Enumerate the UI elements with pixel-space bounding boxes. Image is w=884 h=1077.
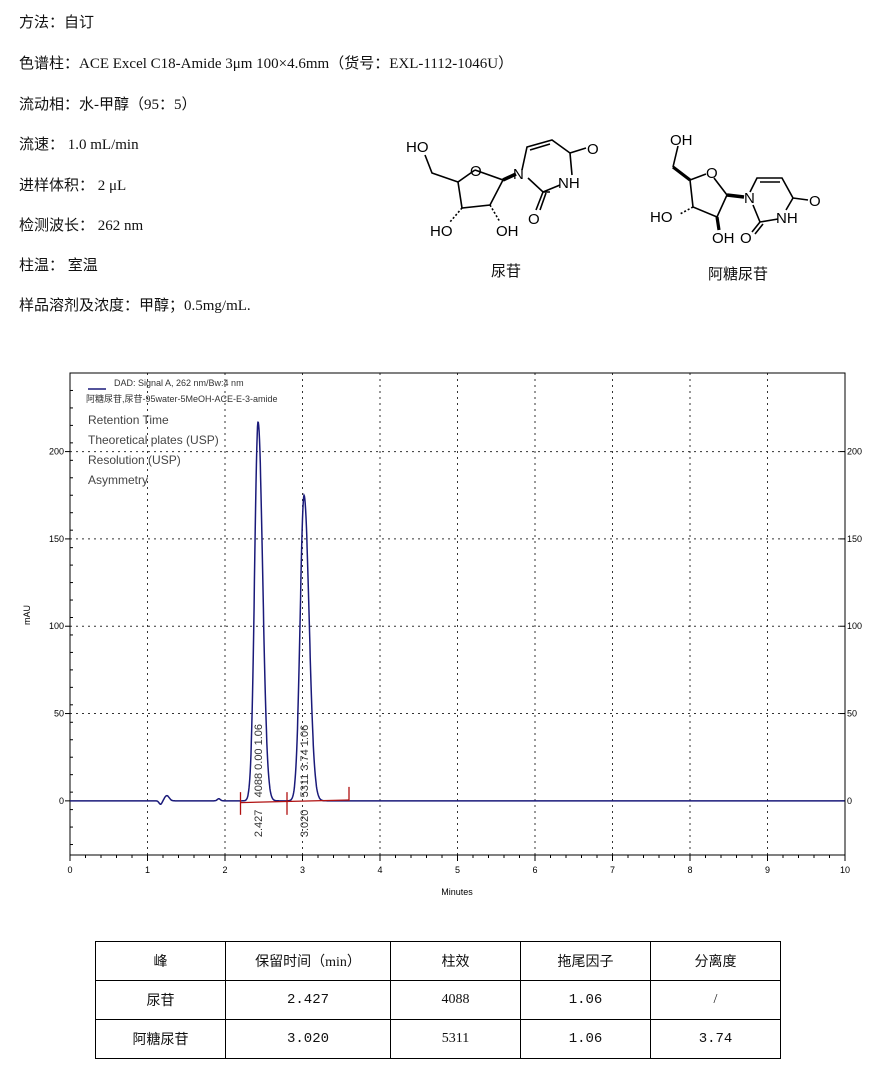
annotation-plates: Theoretical plates (USP) <box>88 433 219 447</box>
sample-solvent: 样品溶剂及浓度：甲醇；0.5mg/mL. <box>19 298 251 314</box>
mobile-phase: 流动相：水-甲醇（95：5） <box>19 97 197 113</box>
y-tick-label: 50 <box>54 709 64 719</box>
y-axis-label: mAU <box>22 605 32 625</box>
svg-text:NH: NH <box>776 210 798 227</box>
svg-text:OH: OH <box>496 223 519 240</box>
svg-text:O: O <box>587 141 599 158</box>
cell-tailing: 1.06 <box>520 1019 651 1059</box>
results-table: 峰 保留时间（min） 柱效 拖尾因子 分离度 尿苷 2.427 4088 1.… <box>95 941 781 1059</box>
x-tick-label: 1 <box>145 865 150 875</box>
x-tick-label: 4 <box>377 865 382 875</box>
table-header-row: 峰 保留时间（min） 柱效 拖尾因子 分离度 <box>95 941 781 981</box>
x-tick-label: 9 <box>765 865 770 875</box>
x-tick-label: 2 <box>222 865 227 875</box>
signal-trace <box>70 421 845 805</box>
header-plates: 柱效 <box>390 941 521 981</box>
table-row: 尿苷 2.427 4088 1.06 / <box>95 980 781 1020</box>
injection-volume: 进样体积： 2 μL <box>19 178 127 194</box>
header-resolution: 分离度 <box>650 941 781 981</box>
header-peak: 峰 <box>95 941 226 981</box>
x-tick-label: 7 <box>610 865 615 875</box>
svg-text:O: O <box>470 163 482 180</box>
legend-line2: 阿糖尿苷,尿苷-95water-5MeOH-ACE-E-3-amide <box>86 393 278 404</box>
uridine-structure: HO O HO OH N O NH O <box>406 139 599 240</box>
y-tick-label: 100 <box>49 621 64 631</box>
integration-marks <box>239 786 350 815</box>
column-temperature: 柱温： 室温 <box>19 258 98 274</box>
right-y-tick-label: 150 <box>847 534 862 544</box>
x-tick-label: 6 <box>532 865 537 875</box>
x-axis-label: Minutes <box>441 887 473 897</box>
svg-text:OH: OH <box>712 230 735 247</box>
cell-peak: 阿糖尿苷 <box>95 1019 226 1059</box>
header-tailing: 拖尾因子 <box>520 941 651 981</box>
cell-rt: 3.020 <box>225 1019 391 1059</box>
cell-resolution: / <box>650 980 781 1020</box>
integration-baseline <box>240 799 350 804</box>
arabinouridine-structure: OH O HO OH N O NH O <box>650 132 821 247</box>
annotation-retention-time: Retention Time <box>88 413 169 427</box>
svg-text:HO: HO <box>406 139 429 156</box>
x-tick-label: 8 <box>687 865 692 875</box>
svg-text:OH: OH <box>670 132 693 149</box>
x-tick-label: 10 <box>840 865 850 875</box>
arabinouridine-label: 阿糖尿苷 <box>708 265 769 283</box>
y-tick-label: 150 <box>49 534 64 544</box>
cell-plates: 4088 <box>390 980 521 1020</box>
right-y-tick-label: 50 <box>847 709 857 719</box>
svg-text:O: O <box>706 165 718 182</box>
uridine-label: 尿苷 <box>491 262 522 280</box>
x-tick-label: 0 <box>67 865 72 875</box>
cell-tailing: 1.06 <box>520 980 651 1020</box>
cell-peak: 尿苷 <box>95 980 226 1020</box>
method-name: 方法：自订 <box>19 15 95 31</box>
right-y-tick-label: 100 <box>847 621 862 631</box>
svg-text:NH: NH <box>558 175 580 192</box>
y-tick-label: 0 <box>59 796 64 806</box>
peak-rt-label: 3.020 <box>299 810 311 838</box>
svg-text:O: O <box>528 211 540 228</box>
annotation-resolution: Resolution (USP) <box>88 453 181 467</box>
x-tick-label: 3 <box>300 865 305 875</box>
cell-plates: 5311 <box>390 1019 521 1059</box>
y-tick-label: 200 <box>49 447 64 457</box>
svg-text:O: O <box>740 230 752 247</box>
peak-info-label: 5311 3.74 1.06 <box>299 725 311 798</box>
table-row: 阿糖尿苷 3.020 5311 1.06 3.74 <box>95 1019 781 1059</box>
peak-info-label: 4088 0.00 1.06 <box>253 724 265 797</box>
peak-rt-label: 2.427 <box>253 810 265 838</box>
annotation-asymmetry: Asymmetry <box>88 473 148 487</box>
svg-text:HO: HO <box>650 209 673 226</box>
peak-labels: 2.427 4088 0.00 1.06 3.020 5311 3.74 1.06 <box>253 724 311 837</box>
column-info: 色谱柱：ACE Excel C18-Amide 3μm 100×4.6mm（货号… <box>19 56 514 72</box>
right-y-tick-label: 0 <box>847 796 852 806</box>
detection-wavelength: 检测波长： 262 nm <box>19 218 144 234</box>
svg-text:N: N <box>513 166 524 183</box>
header-retention-time: 保留时间（min） <box>225 941 391 981</box>
legend-line1: DAD: Signal A, 262 nm/Bw:4 nm <box>114 378 244 388</box>
flow-rate: 流速： 1.0 mL/min <box>19 137 139 153</box>
svg-text:HO: HO <box>430 223 453 240</box>
right-y-tick-label: 200 <box>847 447 862 457</box>
x-tick-label: 5 <box>455 865 460 875</box>
grid <box>70 373 845 855</box>
svg-text:O: O <box>809 193 821 210</box>
cell-rt: 2.427 <box>225 980 391 1020</box>
svg-text:N: N <box>744 190 755 207</box>
cell-resolution: 3.74 <box>650 1019 781 1059</box>
